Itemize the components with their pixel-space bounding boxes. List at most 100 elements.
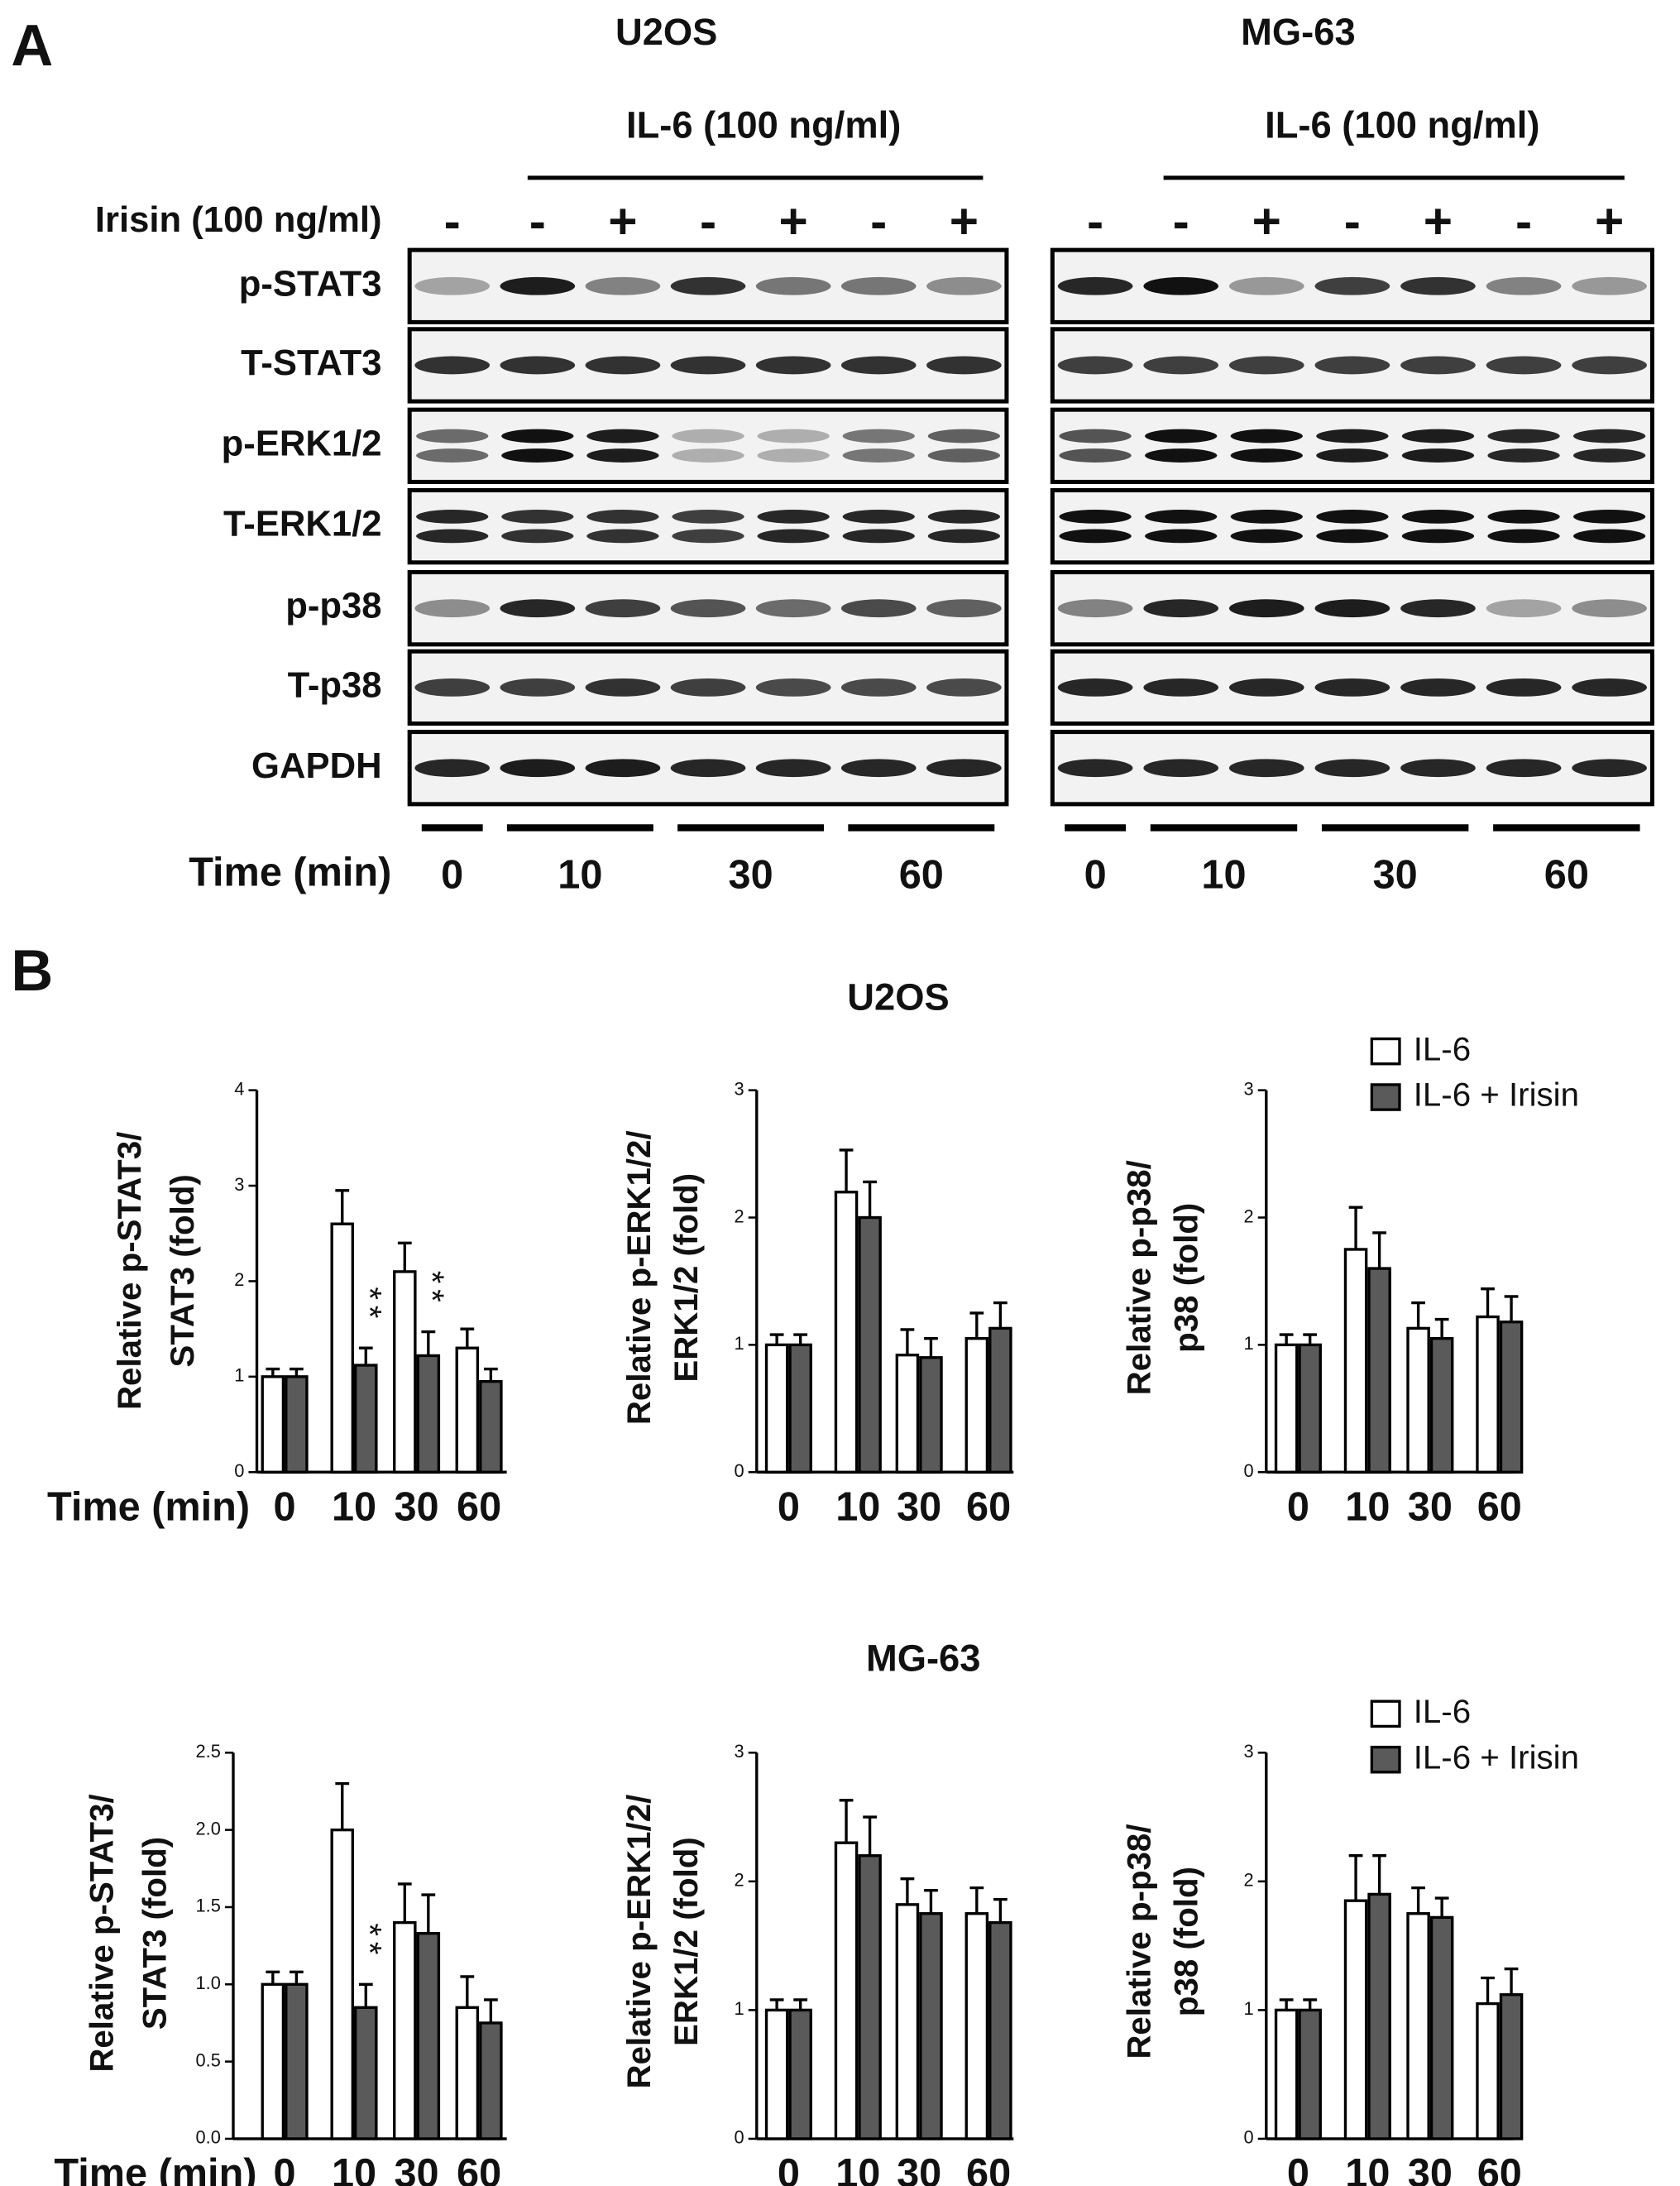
bar (964, 1912, 989, 2140)
band (500, 678, 576, 697)
band (500, 599, 576, 618)
bar (1274, 1343, 1299, 1474)
x-tick-label: 0 (274, 2151, 296, 2186)
blot-background (409, 410, 1007, 482)
protein-label: T-STAT3 (241, 343, 381, 383)
band (1572, 448, 1646, 463)
band (1145, 529, 1218, 544)
x-tick-label: 60 (966, 2151, 1011, 2186)
y-tick-label: 0.5 (196, 2049, 221, 2070)
y-axis-label: Relative p-STAT3/ (84, 1794, 121, 2072)
band (1316, 510, 1389, 524)
band (670, 759, 746, 778)
significance: ** (351, 1923, 388, 1960)
band (755, 759, 831, 778)
legend-label: IL-6 + Irisin (1414, 1076, 1579, 1114)
y-tick-label: 1 (735, 1333, 744, 1354)
x-tick-label: 0 (274, 1484, 296, 1529)
bar (330, 1828, 355, 2140)
bar (354, 2006, 378, 2140)
protein-label: p-ERK1/2 (222, 423, 382, 463)
band (416, 529, 489, 544)
x-tick-label: 60 (1477, 2151, 1522, 2186)
band (1230, 510, 1303, 524)
band (1228, 276, 1304, 295)
band (1145, 448, 1218, 463)
irisin-sign: + (1424, 193, 1453, 249)
significance: ** (414, 1271, 451, 1308)
band (414, 759, 491, 778)
blot-frame (1050, 570, 1654, 647)
band (1314, 599, 1390, 618)
group-title: U2OS (847, 976, 949, 1019)
time-value: 0 (1084, 853, 1107, 898)
band (672, 429, 744, 443)
band (1145, 429, 1218, 443)
x-tick-label: 0 (1287, 1484, 1309, 1529)
x-tick-label: 10 (1345, 1484, 1390, 1529)
band (1314, 356, 1390, 375)
band (1486, 356, 1562, 375)
band (1487, 429, 1560, 443)
treatment-label: IL-6 (100 ng/ml) (626, 103, 901, 146)
irisin-sign: - (1344, 193, 1361, 249)
band (840, 276, 917, 295)
x-tick-label: 10 (332, 1484, 376, 1529)
legend-swatch (1370, 1745, 1401, 1774)
y-tick-label: 2.5 (196, 1741, 221, 1762)
band (757, 529, 830, 544)
band (1057, 356, 1133, 375)
blot-frame (1050, 247, 1654, 324)
band (586, 429, 659, 443)
bar (1476, 2001, 1500, 2140)
y-tick-label: 1 (234, 1365, 244, 1386)
blot-background (1052, 490, 1653, 563)
band (1228, 678, 1304, 697)
band (416, 429, 489, 443)
legend-swatch (1370, 1083, 1401, 1111)
irisin-sign: - (1173, 193, 1189, 249)
band (414, 599, 491, 618)
band (927, 429, 1001, 443)
bar (479, 2021, 503, 2140)
band (755, 678, 831, 697)
y-tick-label: 1.0 (196, 1973, 221, 1993)
time-value: 30 (1373, 853, 1418, 898)
band (1059, 429, 1132, 443)
band (1230, 429, 1303, 443)
band (1059, 529, 1132, 544)
band (585, 678, 661, 697)
band (1572, 759, 1647, 778)
band (416, 448, 489, 463)
y-tick-label: 2 (234, 1269, 244, 1290)
time-value: 10 (558, 853, 602, 898)
treatment-label: IL-6 (100 ng/ml) (1265, 103, 1539, 146)
band (1572, 429, 1646, 443)
legend-swatch (1370, 1699, 1401, 1728)
band (840, 759, 917, 778)
protein-label: GAPDH (251, 745, 382, 786)
y-tick-label: 1.5 (196, 1896, 221, 1916)
band (1486, 759, 1562, 778)
band (1057, 276, 1133, 295)
band (670, 678, 746, 697)
bar (895, 1903, 920, 2140)
y-axis-label: ERK1/2 (fold) (668, 1173, 705, 1383)
bar (455, 1346, 480, 1474)
bar (834, 1841, 859, 2140)
band (757, 429, 830, 443)
bar (988, 1920, 1012, 2140)
irisin-sign: - (444, 193, 461, 249)
band (755, 356, 831, 375)
bar (416, 1354, 441, 1474)
band (1400, 599, 1476, 618)
y-tick-label: 0 (1244, 2127, 1254, 2148)
cell-line-title: U2OS (615, 11, 717, 53)
band (1400, 276, 1476, 295)
band (1316, 529, 1389, 544)
band (500, 276, 576, 295)
band (1143, 276, 1219, 295)
legend-label: IL-6 (1414, 1693, 1471, 1730)
protein-label: p-STAT3 (239, 263, 382, 304)
